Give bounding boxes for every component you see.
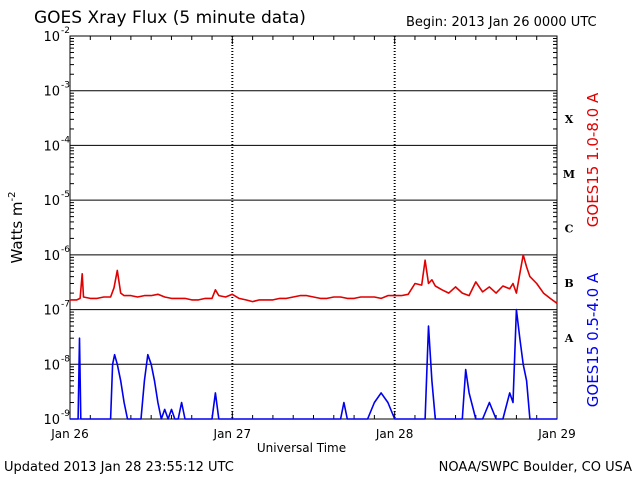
y-tick-label: 10 -9 <box>43 409 70 428</box>
series-short-channel-line <box>70 308 557 420</box>
svg-text:10: 10 <box>43 85 60 100</box>
svg-text:10: 10 <box>43 194 60 209</box>
updated-timestamp: Updated 2013 Jan 28 23:55:12 UTC <box>4 460 234 475</box>
svg-text:Watts m-2: Watts m-2 <box>7 191 26 263</box>
svg-text:10: 10 <box>43 413 60 428</box>
x-tick-label: Jan 26 <box>50 427 89 441</box>
svg-text:-7: -7 <box>61 300 70 310</box>
x-tick-label: Jan 29 <box>537 427 576 441</box>
credit-text: NOAA/SWPC Boulder, CO USA <box>438 460 632 475</box>
flare-class-label: B <box>564 277 573 290</box>
flare-class-label: M <box>563 168 575 181</box>
y-tick-label: 10 -5 <box>43 190 70 209</box>
y-tick-label: 10 -6 <box>43 245 70 264</box>
plot-frame <box>69 35 558 420</box>
svg-text:10: 10 <box>43 30 60 45</box>
series-layer <box>70 254 558 420</box>
y-tick-label: 10 -3 <box>43 81 70 100</box>
x-axis-label: Universal Time <box>257 441 346 455</box>
svg-text:-9: -9 <box>61 409 70 419</box>
flare-class-label: X <box>565 113 574 126</box>
svg-text:-2: -2 <box>61 26 70 36</box>
y-axis-label: Watts m-2 <box>7 191 26 263</box>
svg-text:GOES15 0.5-4.0 A: GOES15 0.5-4.0 A <box>584 272 602 407</box>
begin-time: Begin: 2013 Jan 26 0000 UTC <box>406 15 597 30</box>
svg-text:10: 10 <box>43 304 60 319</box>
svg-text:-6: -6 <box>61 245 70 255</box>
y-tick-label: 10 -2 <box>43 26 70 45</box>
svg-text:-3: -3 <box>61 81 70 91</box>
series-legend-label: GOES15 0.5-4.0 A <box>584 272 602 407</box>
svg-text:-5: -5 <box>61 190 70 200</box>
svg-text:10: 10 <box>43 249 60 264</box>
series-legend-label: GOES15 1.0-8.0 A <box>584 92 602 227</box>
x-tick-label: Jan 28 <box>375 427 414 441</box>
y-tick-label: 10 -8 <box>43 354 70 373</box>
svg-text:GOES15 1.0-8.0 A: GOES15 1.0-8.0 A <box>584 92 602 227</box>
svg-text:10: 10 <box>43 139 60 154</box>
flare-class-label: A <box>564 332 574 345</box>
svg-text:10: 10 <box>43 358 60 373</box>
y-tick-label: 10 -7 <box>43 300 70 319</box>
series-long-channel-line <box>70 254 558 304</box>
chart-title: GOES Xray Flux (5 minute data) <box>34 8 306 28</box>
x-tick-label: Jan 27 <box>213 427 252 441</box>
flare-class-label: C <box>565 223 574 236</box>
svg-text:-4: -4 <box>61 135 70 145</box>
grid-layer <box>69 35 558 420</box>
y-tick-label: 10 -4 <box>43 135 70 154</box>
svg-text:-8: -8 <box>61 354 70 364</box>
